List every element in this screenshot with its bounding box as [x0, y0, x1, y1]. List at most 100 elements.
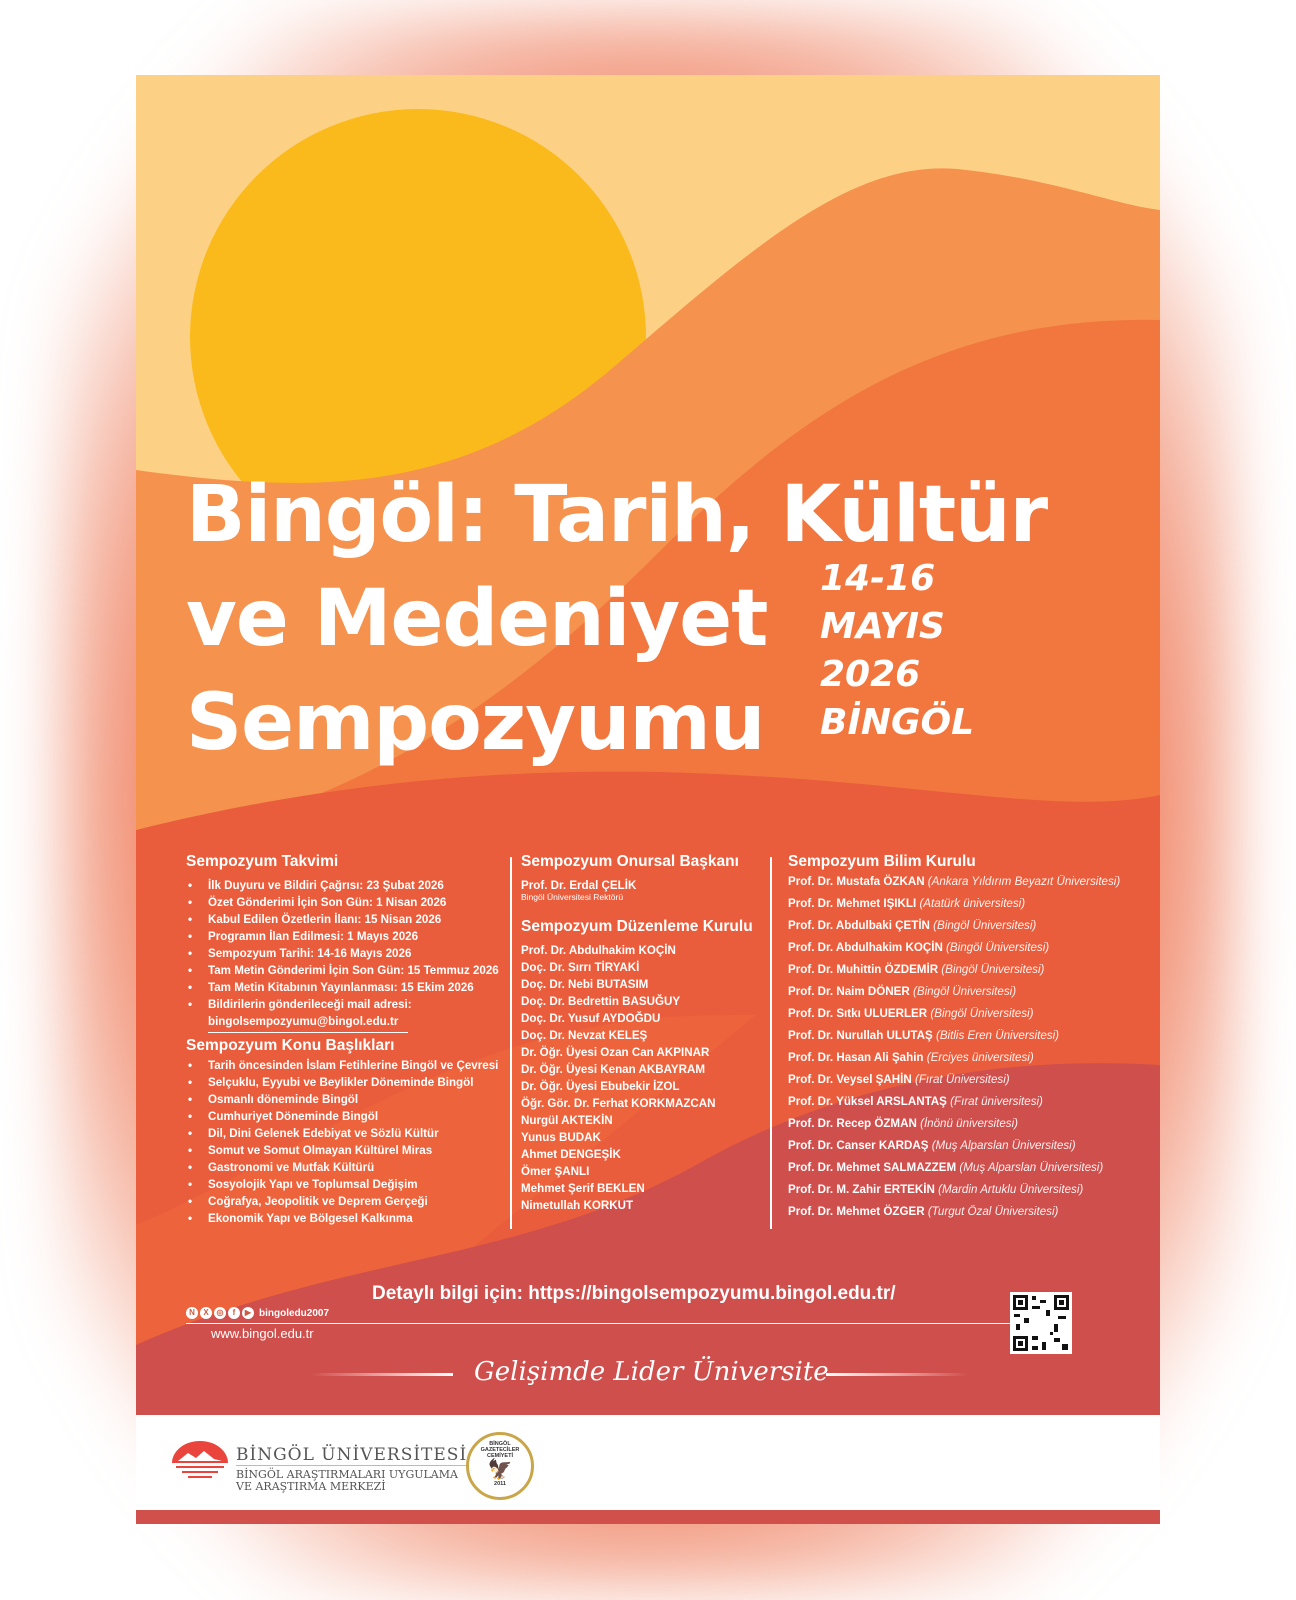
slogan-line-left — [311, 1373, 453, 1376]
topic-item: Tarih öncesinden İslam Fetihlerine Bingö… — [186, 1057, 516, 1074]
member-name: Prof. Dr. M. Zahir ERTEKİN — [788, 1183, 935, 1196]
scientific-member: Prof. Dr. M. Zahir ERTEKİN (Mardin Artuk… — [788, 1179, 1158, 1201]
nsosyal-icon[interactable]: N — [186, 1307, 198, 1319]
title-line: Bingöl: Tarih, Kültür — [186, 470, 1048, 560]
location-line: BİNGÖL — [820, 702, 975, 743]
topics-list: Tarih öncesinden İslam Fetihlerine Bingö… — [186, 1057, 516, 1227]
youtube-icon[interactable]: ▶ — [242, 1307, 254, 1319]
organizing-member: Dr. Öğr. Üyesi Ebubekir İZOL — [521, 1080, 680, 1093]
member-institution: (Bingöl Üniversitesi) — [933, 919, 1037, 932]
scientific-member: Prof. Dr. Abdulhakim KOÇİN (Bingöl Ünive… — [788, 937, 1158, 959]
member-institution: (İnönü üniversitesi) — [920, 1117, 1019, 1130]
scientific-section: Sempozyum Bilim Kurulu Prof. Dr. Mustafa… — [788, 853, 1158, 1223]
divider-line — [186, 1323, 1016, 1324]
member-name: Prof. Dr. Mehmet ÖZGER — [788, 1205, 925, 1218]
date-line: 2026 — [820, 654, 921, 695]
member-institution: (Bingöl Üniversitesi) — [930, 1007, 1034, 1020]
email-address[interactable]: bingolsempozyumu@bingol.edu.tr — [208, 1013, 408, 1033]
organizing-member: Doç. Dr. Bedrettin BASUĞUY — [521, 995, 681, 1008]
member-institution: (Bingöl Üniversitesi) — [946, 941, 1050, 954]
topic-item: Cumhuriyet Döneminde Bingöl — [186, 1108, 516, 1125]
honorary-role: Bingöl Üniversitesi Rektörü — [521, 892, 624, 902]
topic-item: Gastronomi ve Mutfak Kültürü — [186, 1159, 516, 1176]
social-handle: bingoledu2007 — [259, 1307, 330, 1319]
member-institution: (Turgut Özal Üniversitesi) — [927, 1205, 1059, 1218]
member-institution: (Muş Alparslan Üniversitesi) — [959, 1161, 1104, 1174]
organizing-member: Doç. Dr. Yusuf AYDOĞDU — [521, 1012, 661, 1025]
scientific-member: Prof. Dr. Abdulbaki ÇETİN (Bingöl Üniver… — [788, 915, 1158, 937]
facebook-icon[interactable]: f — [228, 1307, 240, 1319]
poster: Bingöl: Tarih, Kültür ve Medeniyet Sempo… — [136, 75, 1160, 1524]
member-name: Prof. Dr. Sıtkı ULUERLER — [788, 1007, 928, 1020]
organizing-member: Yunus BUDAK — [521, 1131, 601, 1144]
university-name: BİNGÖL ÜNİVERSİTESİ — [236, 1445, 488, 1466]
scientific-heading: Sempozyum Bilim Kurulu — [788, 853, 976, 870]
scientific-member: Prof. Dr. Sıtkı ULUERLER (Bingöl Ünivers… — [788, 1003, 1158, 1025]
organizing-member: Nimetullah KORKUT — [521, 1199, 634, 1212]
scientific-member: Prof. Dr. Veysel ŞAHİN (Fırat Üniversite… — [788, 1069, 1158, 1091]
topic-item: Ekonomik Yapı ve Bölgesel Kalkınma — [186, 1210, 516, 1227]
calendar-item: Tam Metin Kitabının Yayınlanması: 15 Eki… — [186, 979, 516, 996]
topic-item: Somut ve Somut Olmayan Kültürel Miras — [186, 1142, 516, 1159]
organizing-list: Prof. Dr. Abdulhakim KOÇİN Doç. Dr. Sırrı… — [521, 942, 781, 1214]
x-icon[interactable]: X — [200, 1307, 212, 1319]
instagram-icon[interactable]: ◎ — [214, 1307, 226, 1319]
organizing-member: Prof. Dr. Abdulhakim KOÇİN — [521, 944, 676, 957]
calendar-item: İlk Duyuru ve Bildiri Çağrısı: 23 Şubat … — [186, 877, 516, 894]
website-link[interactable]: www.bingol.edu.tr — [211, 1326, 314, 1341]
center-name-line: VE ARAŞTIRMA MERKEZİ — [236, 1480, 386, 1493]
organizing-member: Dr. Öğr. Üyesi Kenan AKBAYRAM — [521, 1063, 706, 1076]
calendar-email-item: bingolsempozyumu@bingol.edu.tr — [186, 1013, 516, 1033]
organizing-member: Nurgül AKTEKİN — [521, 1114, 613, 1127]
calendar-item: Programın İlan Edilmesi: 1 Mayıs 2026 — [186, 928, 516, 945]
member-institution: (Muş Alparslan Üniversitesi) — [931, 1139, 1076, 1152]
honorary-name: Prof. Dr. Erdal ÇELİK — [521, 879, 637, 892]
topic-item: Sosyolojik Yapı ve Toplumsal Değişim — [186, 1176, 516, 1193]
badge-text: GAZETECİLER CEMİYETİ — [480, 1447, 520, 1459]
member-name: Prof. Dr. Veysel ŞAHİN — [788, 1073, 912, 1086]
calendar-item: Sempozyum Tarihi: 14-16 Mayıs 2026 — [186, 945, 516, 962]
badge-text: BİNGÖL — [489, 1441, 511, 1447]
organizing-member: Doç. Dr. Nevzat KELEŞ — [521, 1029, 648, 1042]
member-institution: (Fırat üniversitesi) — [950, 1095, 1043, 1108]
details-link[interactable]: Detaylı bilgi için: https://bingolsempoz… — [372, 1283, 896, 1304]
scientific-member: Prof. Dr. Canser KARDAŞ (Muş Alparslan Ü… — [788, 1135, 1158, 1157]
organizing-member: Ömer ŞANLI — [521, 1165, 590, 1178]
date-line: MAYIS — [820, 606, 945, 647]
topic-item: Coğrafya, Jeopolitik ve Deprem Gerçeği — [186, 1193, 516, 1210]
column-divider — [510, 857, 512, 1229]
slogan-line-right — [826, 1373, 968, 1376]
member-name: Prof. Dr. Naim DÖNER — [788, 985, 910, 998]
calendar-section: Sempozyum Takvimi İlk Duyuru ve Bildiri … — [186, 853, 516, 1227]
university-logo-icon — [172, 1441, 228, 1478]
calendar-heading: Sempozyum Takvimi — [186, 853, 339, 870]
member-name: Prof. Dr. Canser KARDAŞ — [788, 1139, 929, 1152]
column-divider — [770, 857, 772, 1229]
badge-year: 2011 — [494, 1481, 506, 1487]
member-name: Prof. Dr. Mehmet IŞIKLI — [788, 897, 917, 910]
member-name: Prof. Dr. Recep ÖZMAN — [788, 1117, 917, 1130]
social-bar: N X ◎ f ▶ bingoledu2007 — [186, 1307, 329, 1319]
qr-code[interactable] — [1010, 1292, 1072, 1354]
slogan: Gelişimde Lider Üniversite — [474, 1357, 829, 1387]
topic-item: Selçuklu, Eyyubi ve Beylikler Döneminde … — [186, 1074, 516, 1091]
calendar-item: Kabul Edilen Özetlerin İlanı: 15 Nisan 2… — [186, 911, 516, 928]
member-institution: (Mardin Artuklu Üniversitesi) — [938, 1183, 1084, 1196]
member-institution: (Bingöl Üniversitesi) — [941, 963, 1045, 976]
logo-footer: BİNGÖL ÜNİVERSİTESİ BİNGÖL ARAŞTIRMALARI… — [136, 1415, 1160, 1510]
center-name-line: BİNGÖL ARAŞTIRMALARI UYGULAMA — [236, 1468, 458, 1481]
title-line: Sempozyumu — [186, 678, 765, 768]
scientific-list: Prof. Dr. Mustafa ÖZKAN (Ankara Yıldırım… — [788, 871, 1158, 1223]
eagle-icon: 🦅 — [487, 1459, 513, 1481]
topic-item: Osmanlı döneminde Bingöl — [186, 1091, 516, 1108]
scientific-member: Prof. Dr. Hasan Ali Şahin (Erciyes ünive… — [788, 1047, 1158, 1069]
member-institution: (Erciyes üniversitesi) — [926, 1051, 1034, 1064]
organizing-member: Ahmet DENGEŞİK — [521, 1148, 621, 1161]
organizing-member: Öğr. Gör. Dr. Ferhat KORKMAZCAN — [521, 1097, 716, 1110]
bottom-strip — [136, 1510, 1160, 1524]
member-name: Prof. Dr. Nurullah ULUTAŞ — [788, 1029, 933, 1042]
organizing-member: Doç. Dr. Sırrı TİRYAKİ — [521, 961, 640, 974]
member-institution: (Atatürk üniversitesi) — [919, 897, 1026, 910]
research-center-name: BİNGÖL ARAŞTIRMALARI UYGULAMA VE ARAŞTIR… — [236, 1469, 458, 1493]
scientific-member: Prof. Dr. Mehmet ÖZGER (Turgut Özal Üniv… — [788, 1201, 1158, 1223]
